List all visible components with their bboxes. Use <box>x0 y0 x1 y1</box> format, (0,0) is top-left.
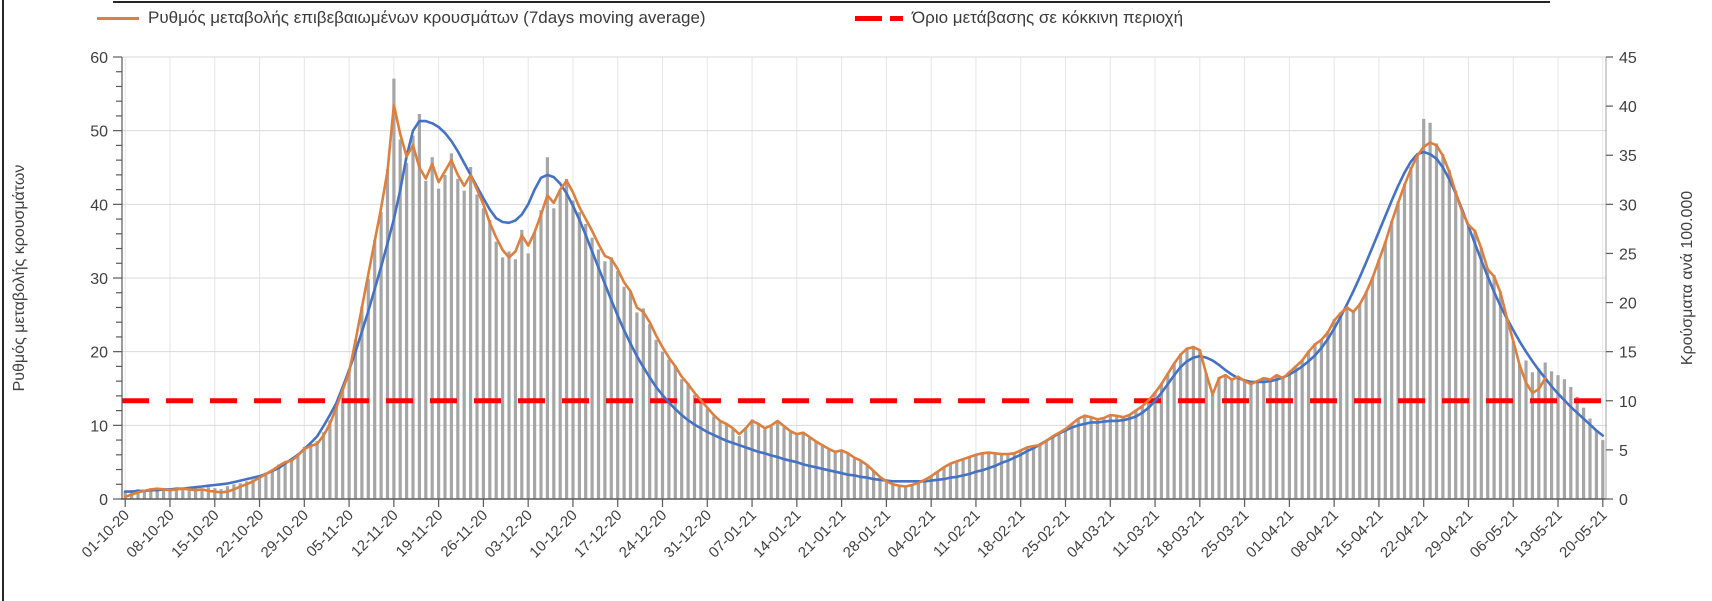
svg-text:20: 20 <box>1619 296 1637 313</box>
svg-text:0: 0 <box>99 492 108 509</box>
svg-text:25-02-21: 25-02-21 <box>1019 507 1073 561</box>
svg-text:04-02-21: 04-02-21 <box>885 507 939 561</box>
svg-text:17-12-20: 17-12-20 <box>571 507 625 561</box>
svg-text:24-12-20: 24-12-20 <box>616 507 670 561</box>
legend-label-moving-average: Ρυθμός μεταβολής επιβεβαιωμένων κρουσμάτ… <box>148 8 706 27</box>
svg-text:12-11-20: 12-11-20 <box>348 507 402 561</box>
svg-text:22-04-21: 22-04-21 <box>1377 507 1431 561</box>
svg-text:20: 20 <box>90 345 108 362</box>
svg-text:50: 50 <box>90 124 108 141</box>
svg-text:10: 10 <box>90 418 108 435</box>
svg-text:20-05-21: 20-05-21 <box>1556 507 1610 561</box>
svg-text:11-03-21: 11-03-21 <box>1109 507 1163 561</box>
svg-text:60: 60 <box>90 50 108 67</box>
svg-text:31-12-20: 31-12-20 <box>661 507 715 561</box>
orange-line-swatch-icon <box>97 16 139 20</box>
svg-text:15: 15 <box>1619 345 1637 362</box>
svg-text:5: 5 <box>1619 443 1628 460</box>
svg-text:45: 45 <box>1619 50 1637 67</box>
svg-text:06-05-21: 06-05-21 <box>1467 507 1521 561</box>
svg-text:25: 25 <box>1619 246 1637 263</box>
svg-text:07-01-21: 07-01-21 <box>705 507 759 561</box>
svg-text:18-03-21: 18-03-21 <box>1153 507 1207 561</box>
svg-text:15-04-21: 15-04-21 <box>1332 507 1386 561</box>
svg-text:19-11-20: 19-11-20 <box>393 507 447 561</box>
svg-text:25-03-21: 25-03-21 <box>1198 507 1252 561</box>
svg-text:03-12-20: 03-12-20 <box>482 507 536 561</box>
legend-label-red-threshold: Όριο μετάβασης σε κόκκινη περιοχή <box>912 8 1184 27</box>
svg-text:08-04-21: 08-04-21 <box>1287 507 1341 561</box>
svg-text:40: 40 <box>1619 99 1637 116</box>
svg-text:28-01-21: 28-01-21 <box>840 507 894 561</box>
legend-item-moving-average: Ρυθμός μεταβολής επιβεβαιωμένων κρουσμάτ… <box>97 5 706 31</box>
red-dashed-line-swatch-icon <box>855 15 903 21</box>
svg-text:10: 10 <box>1619 394 1637 411</box>
legend-item-red-threshold: Όριο μετάβασης σε κόκκινη περιοχή <box>855 5 1183 31</box>
svg-text:22-10-20: 22-10-20 <box>213 507 267 561</box>
svg-text:40: 40 <box>90 197 108 214</box>
svg-text:11-02-21: 11-02-21 <box>930 507 984 561</box>
svg-text:14-01-21: 14-01-21 <box>750 507 804 561</box>
svg-text:10-12-20: 10-12-20 <box>526 507 580 561</box>
svg-text:04-03-21: 04-03-21 <box>1064 507 1118 561</box>
svg-text:35: 35 <box>1619 148 1637 165</box>
svg-text:01-04-21: 01-04-21 <box>1243 507 1297 561</box>
svg-text:13-05-21: 13-05-21 <box>1511 507 1565 561</box>
svg-text:29-10-20: 29-10-20 <box>258 507 312 561</box>
svg-text:21-01-21: 21-01-21 <box>795 507 849 561</box>
svg-text:01-10-20: 01-10-20 <box>79 507 133 561</box>
svg-text:15-10-20: 15-10-20 <box>168 507 222 561</box>
left-border-line <box>2 0 4 601</box>
svg-text:26-11-20: 26-11-20 <box>438 507 492 561</box>
svg-text:18-02-21: 18-02-21 <box>974 507 1028 561</box>
svg-text:30: 30 <box>90 271 108 288</box>
svg-text:05-11-20: 05-11-20 <box>303 507 357 561</box>
svg-text:30: 30 <box>1619 197 1637 214</box>
top-divider-line <box>113 1 1550 3</box>
svg-text:0: 0 <box>1619 492 1628 509</box>
svg-text:08-10-20: 08-10-20 <box>123 507 177 561</box>
svg-text:29-04-21: 29-04-21 <box>1422 507 1476 561</box>
